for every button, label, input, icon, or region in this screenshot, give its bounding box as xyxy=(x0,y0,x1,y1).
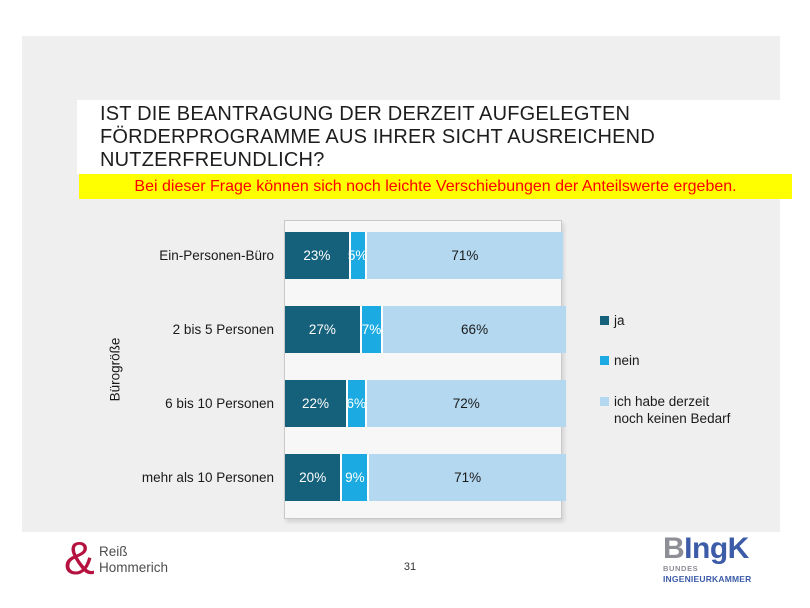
bar-value-label: 23% xyxy=(303,248,331,263)
bar-value-label: 71% xyxy=(451,248,479,263)
bar-row: 20% 9% 71% xyxy=(285,454,566,501)
category-label: 2 bis 5 Personen xyxy=(172,322,274,337)
bingk-bundes: BUNDES xyxy=(663,564,699,573)
bar-segment-ja: 20% xyxy=(285,454,341,501)
bar-segment-ich: 71% xyxy=(367,454,566,501)
title-box: IST DIE BEANTRAGUNG DER DERZEIT AUFGELEG… xyxy=(77,100,793,174)
bingk-b: B xyxy=(663,532,685,565)
bar-row: 27% 7% 66% xyxy=(285,306,566,353)
bingk-ingk: IngK xyxy=(684,532,749,565)
bar-segment-ich: 66% xyxy=(381,306,566,353)
bar-segment-nein: 5% xyxy=(347,232,368,279)
page-number: 31 xyxy=(403,561,417,573)
bar-value-label: 7% xyxy=(361,322,382,337)
bar-segment-ich: 71% xyxy=(364,232,564,279)
bar-value-label: 6% xyxy=(346,396,366,411)
bingk-wordmark: BIngK xyxy=(663,534,773,564)
bar-segment-nein: 7% xyxy=(359,306,382,353)
logo-line2: Hommerich xyxy=(99,560,169,575)
legend-label: ja xyxy=(614,313,625,328)
ampersand-logo-mark: & xyxy=(64,532,95,584)
bar-value-label: 22% xyxy=(301,396,329,411)
bar-segment-ich: 72% xyxy=(364,380,566,427)
bar-segment-ja: 23% xyxy=(285,232,349,279)
legend-swatch xyxy=(600,356,609,365)
legend-item-ich: ich habe derzeit noch keinen Bedarf xyxy=(600,393,730,427)
bar-value-label: 72% xyxy=(452,396,480,411)
notice-banner: Bei dieser Frage können sich noch leicht… xyxy=(79,174,792,199)
category-label: mehr als 10 Personen xyxy=(141,470,274,485)
reiss-hommerich-text: Reiß Hommerich xyxy=(99,544,168,576)
legend-label: ich habe derzeit noch keinen Bedarf xyxy=(614,394,731,426)
bar-row: 23% 5% 71% xyxy=(285,232,564,279)
bar-value-label: 27% xyxy=(308,322,336,337)
bar-segment-ja: 27% xyxy=(285,306,360,353)
slide-background: IST DIE BEANTRAGUNG DER DERZEIT AUFGELEG… xyxy=(22,36,793,532)
legend-swatch xyxy=(600,397,609,406)
plot-area: 23% 5% 71% 27% 7% 66% 22% 6% 72% 20% 9% 71% xyxy=(284,220,566,519)
bar-value-label: 20% xyxy=(299,470,327,485)
category-label: 6 bis 10 Personen xyxy=(165,396,274,411)
slide-title: IST DIE BEANTRAGUNG DER DERZEIT AUFGELEG… xyxy=(100,103,655,171)
legend-item-nein: nein xyxy=(600,352,640,369)
category-label: Ein-Personen-Büro xyxy=(159,248,274,263)
bar-segment-nein: 6% xyxy=(345,380,366,427)
legend-swatch xyxy=(600,316,609,325)
bingk-logo: BIngK BUNDES INGENIEURKAMMER xyxy=(663,534,773,585)
bingk-ingenieurkammer: INGENIEURKAMMER xyxy=(663,574,752,584)
bar-row: 22% 6% 72% xyxy=(285,380,566,427)
bar-segment-ja: 22% xyxy=(285,380,346,427)
legend-label: nein xyxy=(614,353,640,368)
bar-segment-nein: 9% xyxy=(340,454,368,501)
bar-value-label: 9% xyxy=(345,470,365,485)
bar-value-label: 66% xyxy=(461,322,489,337)
bar-value-label: 71% xyxy=(454,470,482,485)
logo-line1: Reiß xyxy=(99,544,128,559)
legend-item-ja: ja xyxy=(600,312,625,329)
bar-value-label: 5% xyxy=(347,248,368,263)
